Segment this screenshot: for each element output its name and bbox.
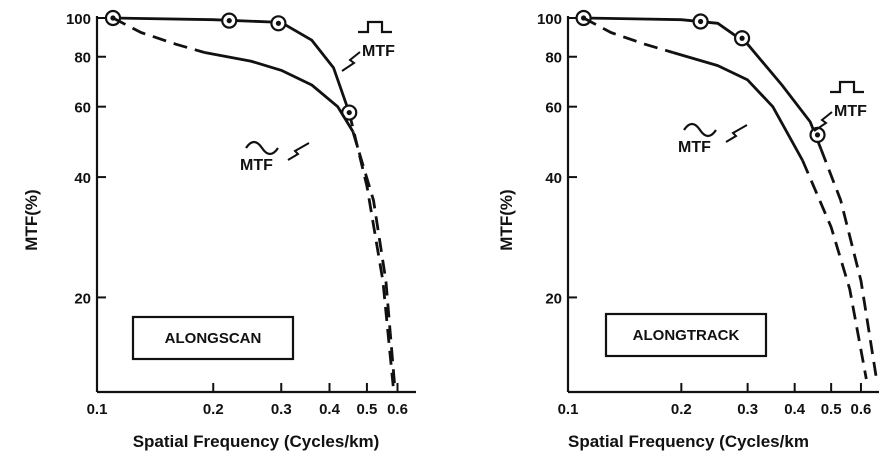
x-axis-label: Spatial Frequency (Cycles/km (568, 432, 809, 451)
x-tick-label: 0.1 (558, 401, 579, 418)
x-tick-label: 0.4 (784, 401, 806, 418)
x-tick-label: 0.4 (319, 401, 341, 418)
panel-label-box: ALONGSCAN (131, 315, 295, 361)
series-sine-wave-dashed-line (351, 131, 397, 387)
data-point-center (697, 18, 704, 25)
data-point-center (739, 35, 745, 41)
y-tick-label: 40 (545, 170, 562, 187)
series-group (104, 9, 397, 387)
y-tick-label: 20 (74, 290, 91, 307)
x-tick-label: 0.2 (203, 401, 224, 418)
series-sine-wave-dashed-line (801, 159, 868, 380)
x-tick-label: 0.2 (671, 401, 692, 418)
series-square-wave-dashed-line (819, 148, 878, 380)
y-tick-label: 40 (74, 170, 91, 187)
x-tick-label: 0.3 (737, 401, 758, 418)
y-tick-label: 60 (545, 100, 562, 117)
leader-arrow (813, 111, 833, 132)
leader-arrow (341, 51, 361, 72)
y-axis-label: MTF(%) (497, 189, 516, 250)
series-square-wave-solid-line (112, 16, 351, 114)
x-tick-label: 0.5 (821, 401, 842, 418)
panel-label: ALONGTRACK (633, 327, 740, 344)
series-square-wave-solid-line (583, 16, 823, 150)
sine-wave-mtf-label: MTF (678, 139, 711, 156)
series-sine-wave-dashed-line (582, 16, 674, 54)
data-point-center (226, 18, 232, 24)
square-wave-icon (358, 20, 392, 34)
sine-wave-icon (683, 122, 717, 138)
sine-wave-icon (245, 140, 279, 156)
data-point-center (346, 109, 352, 116)
leader-arrow (287, 142, 310, 161)
series-sine-wave-solid-line (672, 51, 804, 162)
y-tick-label: 100 (66, 11, 91, 28)
y-tick-label: 80 (74, 50, 91, 67)
square-wave-mtf-label: MTF (834, 103, 867, 120)
series-sine-wave-solid-line (204, 51, 355, 133)
x-tick-label: 0.3 (271, 401, 292, 418)
data-point-center (275, 20, 282, 26)
panel-label-box: ALONGTRACK (604, 312, 768, 358)
alongscan-panel: MTF(%) Spatial Frequency (Cycles/km) 20 4… (22, 9, 416, 451)
square-wave-icon (830, 80, 864, 94)
sine-wave-mtf-label: MTF (240, 157, 273, 174)
series-sine-wave-dashed-line (112, 16, 205, 54)
y-axis-label: MTF(%) (22, 189, 41, 250)
tick-labels: 20 40 60 80 100 0.1 0.2 0.3 0.4 0.5 0.6 (66, 11, 408, 418)
annotation-group: MTF MTF (678, 80, 867, 156)
y-tick-label: 60 (74, 100, 91, 117)
x-tick-label: 0.1 (87, 401, 108, 418)
alongtrack-panel: MTF(%) Spatial Frequency (Cycles/km 20 40… (497, 9, 879, 451)
series-group (575, 9, 878, 380)
leader-arrow (725, 124, 748, 143)
panel-label: ALONGSCAN (165, 330, 262, 347)
series-square-wave-dashed-line (347, 112, 395, 387)
y-tick-label: 80 (545, 50, 562, 67)
x-axis-label: Spatial Frequency (Cycles/km) (133, 432, 380, 451)
x-tick-label: 0.5 (356, 401, 377, 418)
tick-labels: 20 40 60 80 100 0.1 0.2 0.3 0.4 0.5 0.6 (537, 11, 871, 418)
square-wave-mtf-label: MTF (362, 43, 395, 60)
x-tick-label: 0.6 (387, 401, 408, 418)
y-tick-label: 20 (545, 290, 562, 307)
annotation-group: MTF MTF (240, 20, 395, 174)
data-point-center (814, 132, 821, 138)
x-tick-label: 0.6 (851, 401, 872, 418)
y-tick-label: 100 (537, 11, 562, 28)
